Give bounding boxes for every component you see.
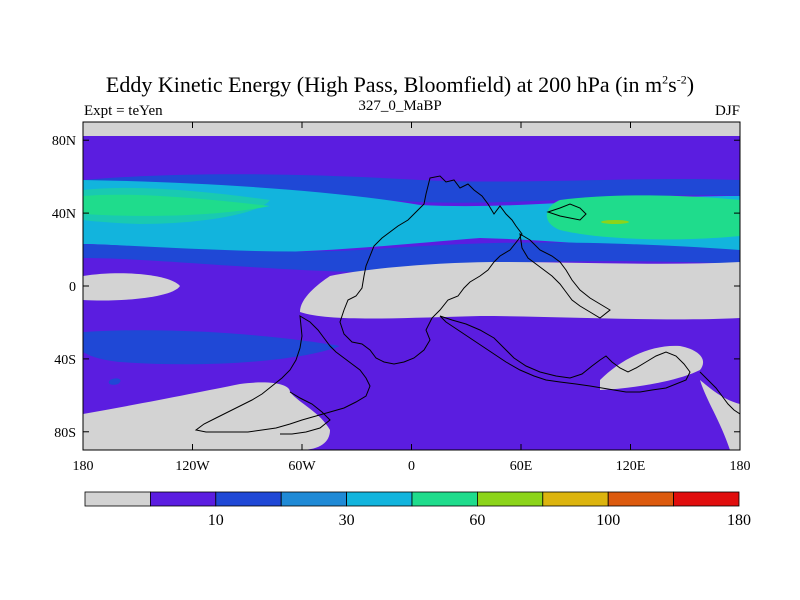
gray-antarctic-east — [700, 380, 740, 450]
gray-pacific-east — [83, 273, 180, 301]
gray-antarctic-west — [83, 382, 330, 450]
x-tick-label: 180 — [730, 459, 751, 474]
jet-edge-south — [83, 242, 740, 272]
sh-stormtrack — [83, 330, 340, 365]
chart-subtitle: 327_0_MaBP — [358, 98, 442, 114]
chart-title: Eddy Kinetic Energy (High Pass, Bloomfie… — [105, 72, 695, 97]
outline-australia — [439, 315, 691, 393]
y-tick-label: 80S — [54, 426, 76, 441]
colorbar-swatch — [476, 491, 544, 507]
continent-outlines — [194, 175, 740, 435]
outline-europe-africa — [339, 175, 523, 365]
x-tick-label: 120E — [616, 459, 646, 474]
colorbar-swatch — [411, 491, 478, 507]
colorbar-swatch — [346, 491, 413, 507]
colorbar-label: 180 — [727, 512, 751, 529]
colorbar — [84, 491, 740, 507]
gray-tropics — [300, 262, 740, 320]
x-tick-label: 0 — [408, 459, 415, 474]
y-tick-label: 0 — [69, 280, 76, 295]
colorbar-swatch — [84, 491, 151, 507]
jet-green-west-core — [83, 194, 270, 216]
axis-tick-labels: 180 120W 60W 0 60E 120E 180 80N 40N 0 40S 80S — [52, 134, 751, 474]
x-tick-label: 120W — [175, 459, 210, 474]
sh-blue-spot — [108, 378, 121, 385]
colorbar-swatch — [673, 491, 740, 507]
outline-antarctic-peninsula — [280, 391, 331, 435]
colorbar-swatch — [607, 491, 675, 507]
jet-max-east — [601, 220, 629, 224]
outline-south-asia — [519, 233, 611, 319]
x-tick-label: 60E — [510, 459, 533, 474]
season-label: DJF — [714, 103, 740, 119]
colorbar-labels: 10 30 60 100 180 — [208, 512, 751, 529]
colorbar-swatch — [149, 491, 217, 507]
colorbar-label: 100 — [596, 512, 620, 529]
colorbar-swatch — [542, 491, 609, 507]
y-tick-label: 40N — [52, 207, 76, 222]
colorbar-label: 30 — [339, 512, 355, 529]
outline-east-asia — [546, 203, 587, 221]
x-tick-label: 180 — [73, 459, 94, 474]
axis-ticks — [82, 122, 741, 450]
colorbar-swatch — [215, 491, 282, 507]
jet-edge-north — [83, 174, 740, 203]
contour-field — [83, 122, 740, 450]
jet-green-east — [546, 195, 740, 240]
outline-south-america — [194, 315, 371, 433]
y-tick-label: 80N — [52, 134, 76, 149]
polar-gray-north — [83, 122, 740, 136]
x-tick-label: 60W — [288, 459, 316, 474]
experiment-label: Expt = teYen — [84, 103, 163, 119]
colorbar-label: 10 — [208, 512, 224, 529]
outline-east-coast — [699, 371, 740, 415]
colorbar-label: 60 — [469, 512, 485, 529]
colorbar-swatch — [280, 491, 348, 507]
y-tick-label: 40S — [54, 353, 76, 368]
